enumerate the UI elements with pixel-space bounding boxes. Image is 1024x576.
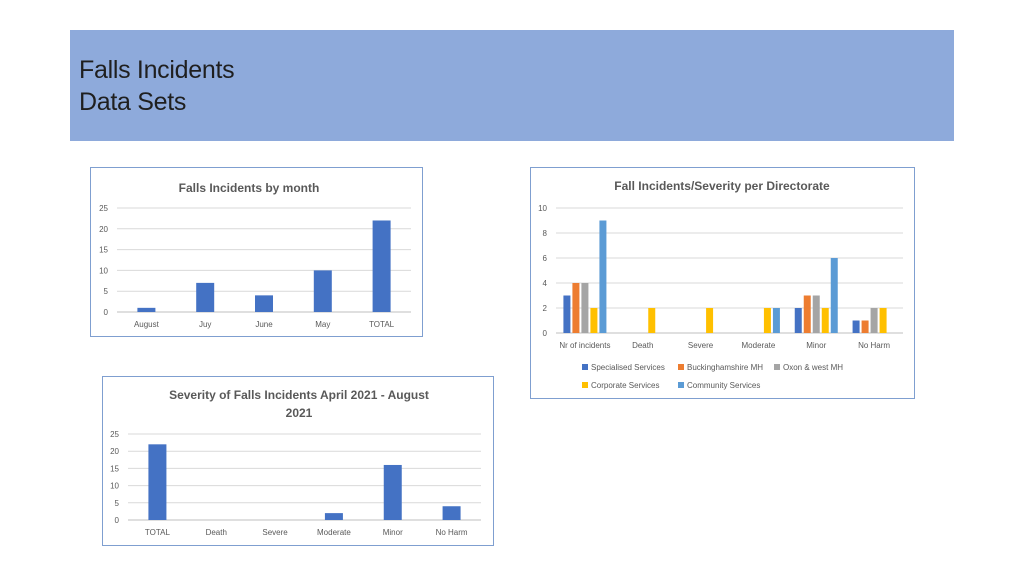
y-tick-label: 0	[104, 308, 109, 317]
y-tick-label: 10	[538, 204, 547, 213]
x-tick-label: Moderate	[317, 528, 351, 537]
bar	[383, 464, 402, 520]
chart-panel-severity-overall[interactable]: Severity of Falls Incidents April 2021 -…	[102, 376, 494, 546]
legend-label: Community Services	[687, 381, 760, 390]
y-tick-label: 2	[543, 304, 548, 313]
chart-panel-severity-per-directorate[interactable]: Fall Incidents/Severity per Directorate 0…	[530, 167, 915, 399]
legend-swatch	[774, 364, 780, 370]
x-tick-label: No Harm	[858, 341, 890, 350]
chart-severity-per-directorate: Fall Incidents/Severity per Directorate 0…	[538, 179, 903, 390]
x-tick-label: August	[134, 320, 160, 329]
bar	[255, 295, 273, 312]
chart-title: Severity of Falls Incidents April 2021 -…	[169, 388, 429, 402]
y-tick-label: 4	[543, 279, 548, 288]
legend-label: Buckinghamshire MH	[687, 363, 763, 372]
y-tick-label: 0	[543, 329, 548, 338]
bar	[148, 444, 167, 520]
legend-label: Corporate Services	[591, 381, 659, 390]
legend-label: Oxon & west MH	[783, 363, 843, 372]
bar-4	[763, 308, 771, 333]
bar-1	[852, 320, 860, 333]
y-tick-label: 5	[115, 499, 120, 508]
chart-title: Fall Incidents/Severity per Directorate	[614, 179, 830, 193]
x-tick-label: Juy	[199, 320, 211, 329]
x-tick-label: June	[255, 320, 273, 329]
legend-swatch	[678, 382, 684, 388]
chart-title: Falls Incidents by month	[179, 181, 320, 195]
y-tick-label: 25	[99, 204, 108, 213]
bar-2	[803, 295, 811, 333]
chart-falls-by-month: Falls Incidents by month 0 5 10 15 20 25 August…	[99, 181, 411, 329]
bar-5	[772, 308, 780, 333]
bar-3	[581, 283, 589, 333]
bar	[372, 220, 391, 312]
slide-title: Falls Incidents Data Sets	[79, 56, 235, 116]
x-tick-label: Severe	[262, 528, 288, 537]
x-tick-label: May	[315, 320, 330, 329]
legend-swatch	[582, 382, 588, 388]
bar-3	[870, 308, 878, 333]
bar-2	[861, 320, 869, 333]
bar-1	[794, 308, 802, 333]
y-tick-label: 6	[543, 254, 548, 263]
y-tick-label: 10	[99, 266, 108, 275]
y-tick-label: 5	[104, 287, 109, 296]
x-tick-label: TOTAL	[145, 528, 171, 537]
x-tick-label: Moderate	[742, 341, 776, 350]
bar-4	[590, 308, 598, 333]
title-banner: Falls Incidents Data Sets	[70, 30, 954, 141]
chart-severity-overall: Severity of Falls Incidents April 2021 -…	[110, 388, 481, 537]
y-tick-label: 20	[110, 447, 119, 456]
bar-1	[563, 295, 571, 333]
x-tick-label: Minor	[383, 528, 403, 537]
bar-4	[821, 308, 829, 333]
y-tick-label: 15	[99, 246, 108, 255]
x-tick-label: No Harm	[436, 528, 468, 537]
chart-panel-by-month[interactable]: Falls Incidents by month 0 5 10 15 20 25 August…	[90, 167, 423, 337]
x-tick-label: Minor	[806, 341, 826, 350]
bar-5	[599, 220, 607, 333]
bar	[137, 307, 156, 312]
y-tick-label: 20	[99, 225, 108, 234]
bar-2	[572, 283, 580, 333]
bar-3	[812, 295, 820, 333]
y-tick-label: 8	[543, 229, 548, 238]
bar	[442, 506, 461, 520]
bar-4	[706, 308, 714, 333]
x-tick-label: Severe	[688, 341, 714, 350]
y-tick-label: 0	[115, 516, 120, 525]
x-tick-label: Death	[632, 341, 653, 350]
bar-4	[879, 308, 887, 333]
legend-swatch	[582, 364, 588, 370]
x-tick-label: TOTAL	[369, 320, 395, 329]
bar	[196, 282, 215, 312]
y-tick-label: 25	[110, 430, 119, 439]
bar-4	[648, 308, 656, 333]
chart-title: 2021	[286, 406, 313, 420]
bar-5	[830, 258, 838, 333]
y-tick-label: 10	[110, 482, 119, 491]
x-tick-label: Death	[206, 528, 227, 537]
x-tick-label: Nr of incidents	[559, 341, 610, 350]
bar	[313, 270, 332, 312]
legend-label: Specialised Services	[591, 363, 665, 372]
bar	[324, 513, 343, 520]
y-tick-label: 15	[110, 464, 119, 473]
legend-swatch	[678, 364, 684, 370]
